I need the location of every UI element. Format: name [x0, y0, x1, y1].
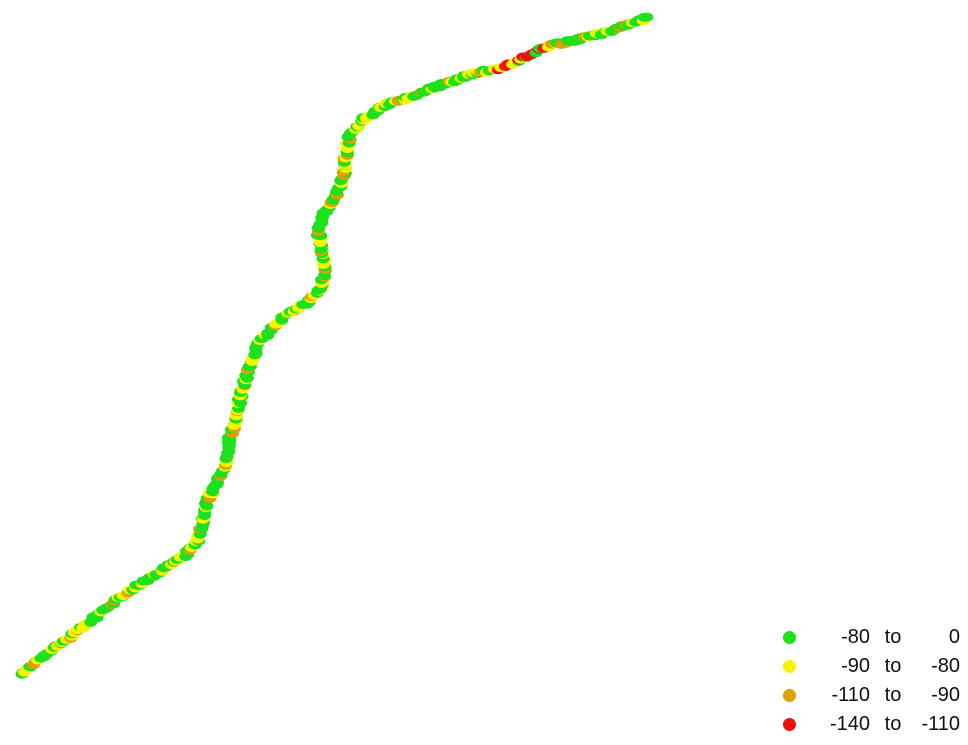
legend-dot-icon: [783, 718, 796, 731]
legend-range-to: 0: [948, 626, 960, 648]
legend: -80 to 0 -90 to -80 -110 to -90 -140 to …: [783, 623, 960, 739]
legend-item: -110 to -90: [783, 681, 960, 710]
measurement-point: [640, 12, 654, 22]
legend-range-to: -110: [921, 713, 960, 735]
legend-dot-icon: [783, 689, 796, 702]
legend-range-from: -140: [829, 713, 870, 735]
legend-range-from: -80: [841, 626, 870, 648]
legend-item: -140 to -110: [783, 710, 960, 739]
legend-range-to-word: to: [884, 626, 902, 648]
legend-range-to-word: to: [884, 713, 902, 735]
legend-range-from: -90: [841, 655, 870, 677]
legend-item: -90 to -80: [783, 652, 960, 681]
legend-range-to: -80: [931, 655, 960, 677]
legend-range-to-word: to: [884, 684, 902, 706]
legend-range-to-word: to: [884, 655, 902, 677]
legend-dot-icon: [783, 660, 796, 673]
legend-dot-icon: [783, 631, 796, 644]
legend-range-to: -90: [931, 684, 960, 706]
legend-item: -80 to 0: [783, 623, 960, 652]
legend-range-from: -110: [831, 684, 870, 706]
